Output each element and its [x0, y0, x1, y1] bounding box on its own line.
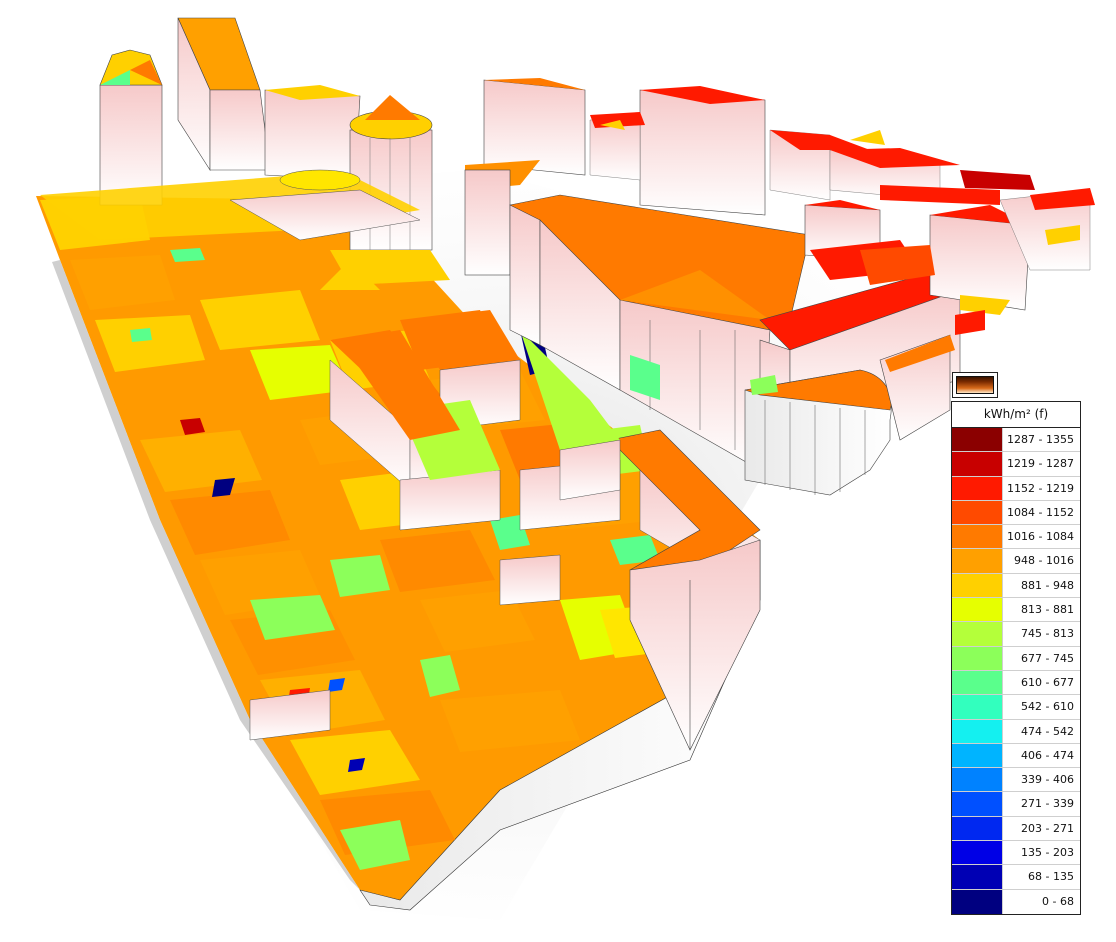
legend-row: 610 - 677: [952, 670, 1080, 696]
legend-range-label: 68 - 135: [1028, 870, 1074, 884]
legend-row: 813 - 881: [952, 598, 1080, 623]
legend-color-swatch: [952, 719, 1003, 743]
legend-color-swatch: [952, 841, 1003, 865]
legend-row: 881 - 948: [952, 573, 1080, 599]
legend-row: 135 - 203: [952, 841, 1080, 866]
legend-row: 339 - 406: [952, 768, 1080, 793]
legend-color-swatch: [952, 549, 1003, 573]
legend-row: 68 - 135: [952, 865, 1080, 890]
legend-range-label: 542 - 610: [1021, 700, 1074, 714]
legend-row: 203 - 271: [952, 816, 1080, 842]
left-towers: [40, 17, 450, 285]
legend-row: 0 - 68: [952, 889, 1080, 914]
legend-range-label: 1016 - 1084: [1007, 530, 1074, 544]
legend-range-label: 1287 - 1355: [1007, 433, 1074, 446]
color-ramp-preview: [956, 376, 994, 394]
legend-range-label: 610 - 677: [1021, 675, 1074, 689]
color-ramp-button[interactable]: [952, 372, 998, 398]
legend-color-swatch: [952, 525, 1003, 549]
legend-range-label: 0 - 68: [1042, 894, 1074, 908]
legend-color-swatch: [952, 768, 1003, 792]
legend-row: 406 - 474: [952, 743, 1080, 769]
legend-range-label: 203 - 271: [1021, 821, 1074, 835]
legend-row: 1287 - 1355: [952, 428, 1080, 453]
legend-color-swatch: [952, 792, 1003, 816]
legend-range-label: 881 - 948: [1021, 578, 1074, 592]
legend-color-swatch: [952, 598, 1003, 622]
legend-row: 745 - 813: [952, 622, 1080, 647]
legend-color-swatch: [952, 500, 1003, 525]
legend-range-label: 474 - 542: [1021, 724, 1074, 738]
legend-range-label: 271 - 339: [1021, 797, 1074, 811]
legend-range-label: 677 - 745: [1021, 651, 1074, 665]
legend-title: kWh/m² (f): [952, 402, 1080, 428]
legend-color-swatch: [952, 743, 1003, 768]
legend-color-swatch: [952, 622, 1003, 646]
legend-row: 1084 - 1152: [952, 500, 1080, 526]
orange-l-building: [609, 429, 761, 751]
legend-color-swatch: [952, 428, 1003, 452]
legend-range-label: 813 - 881: [1021, 603, 1074, 617]
legend-color-swatch: [952, 476, 1003, 500]
legend-row: 542 - 610: [952, 695, 1080, 720]
legend-range-label: 745 - 813: [1021, 627, 1074, 641]
legend-color-swatch: [952, 646, 1003, 670]
legend-row: 948 - 1016: [952, 549, 1080, 574]
legend-rows: 1287 - 1355 1219 - 1287 1152 - 1219 1084 - …: [952, 428, 1080, 914]
legend-color-swatch: [952, 573, 1003, 598]
legend-range-label: 1219 - 1287: [1007, 457, 1074, 471]
legend-range-label: 135 - 203: [1021, 846, 1074, 860]
legend-range-label: 1152 - 1219: [1007, 481, 1074, 495]
right-red-buildings: [744, 200, 1031, 496]
legend-color-swatch: [952, 889, 1003, 914]
legend-range-label: 948 - 1016: [1014, 554, 1074, 568]
legend-row: 271 - 339: [952, 792, 1080, 817]
legend-color-swatch: [952, 816, 1003, 841]
legend-range-label: 406 - 474: [1021, 748, 1074, 762]
legend-color-swatch: [952, 695, 1003, 719]
legend-row: 1016 - 1084: [952, 525, 1080, 550]
energy-legend: kWh/m² (f) 1287 - 1355 1219 - 1287 1152 - …: [951, 401, 1081, 915]
courtyard-block: [340, 310, 621, 501]
legend-range-label: 1084 - 1152: [1007, 505, 1074, 519]
legend-range-label: 339 - 406: [1021, 773, 1074, 787]
legend-color-swatch: [952, 670, 1003, 695]
legend-row: 1152 - 1219: [952, 476, 1080, 501]
far-red-roofs: [589, 112, 1095, 335]
legend-row: 677 - 745: [952, 646, 1080, 671]
legend-color-swatch: [952, 452, 1003, 476]
legend-row: 474 - 542: [952, 719, 1080, 744]
legend-row: 1219 - 1287: [952, 452, 1080, 477]
central-large-building: [509, 194, 811, 471]
middle-buildings: [464, 78, 766, 276]
legend-color-swatch: [952, 865, 1003, 889]
